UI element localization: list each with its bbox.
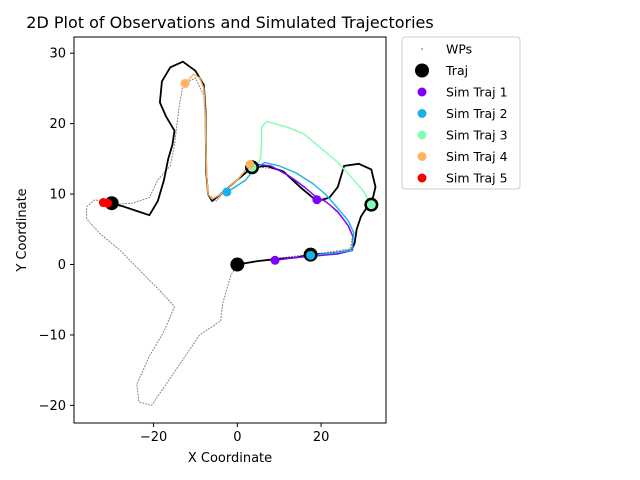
y-tick-label: 0 xyxy=(58,258,66,273)
x-axis-label: X Coordinate xyxy=(188,451,272,466)
marker-sim-traj-2 xyxy=(306,250,316,260)
marker-sim-traj-1 xyxy=(312,195,322,205)
y-axis-label: Y Coordinate xyxy=(15,188,30,272)
plot-area xyxy=(86,60,379,406)
y-tick-label: −10 xyxy=(39,328,66,343)
y-tick-label: 10 xyxy=(49,188,66,203)
marker-sim-traj-4 xyxy=(245,159,255,169)
y-tick-label: 30 xyxy=(49,47,66,62)
legend-label: Sim Traj 3 xyxy=(446,128,508,143)
series-line-sim-traj-3 xyxy=(251,120,372,206)
legend-label: Sim Traj 2 xyxy=(446,106,508,121)
series-line-sim-traj-2 xyxy=(226,161,355,257)
series-line-traj xyxy=(110,60,377,266)
y-tick-label: −20 xyxy=(39,399,66,414)
axes-frame xyxy=(73,36,387,424)
x-tick-label: 0 xyxy=(233,430,241,445)
legend-box xyxy=(401,36,521,190)
legend-marker xyxy=(417,152,427,161)
legend: WPs Traj Sim Traj 1 Sim Traj 2 Sim Traj 3 Sim… xyxy=(401,36,521,190)
legend-marker xyxy=(417,130,427,140)
y-tick-label: 20 xyxy=(49,117,66,132)
x-tick-label: −20 xyxy=(140,430,167,445)
marker-sim-traj-3 xyxy=(366,200,376,210)
legend-marker xyxy=(417,87,427,97)
marker-sim-traj-5 xyxy=(103,198,113,208)
series-line-sim-traj-1 xyxy=(257,163,354,261)
legend-marker xyxy=(417,109,427,118)
legend-marker xyxy=(421,48,423,50)
marker-sim-traj-1 xyxy=(270,255,280,265)
legend-label: Sim Traj 4 xyxy=(446,149,508,164)
marker-traj xyxy=(230,257,245,272)
legend-label: Sim Traj 1 xyxy=(446,85,508,100)
marker-sim-traj-2 xyxy=(222,187,232,197)
legend-label: WPs xyxy=(446,42,472,57)
axis-ticks: −20 0 20 −20 −10 0 10 20 30 xyxy=(39,47,330,445)
marker-sim-traj-4 xyxy=(180,78,190,88)
legend-marker xyxy=(417,173,427,183)
series-line-wps xyxy=(86,77,353,406)
chart-title: 2D Plot of Observations and Simulated Tr… xyxy=(26,13,433,32)
legend-label: Traj xyxy=(445,63,468,78)
legend-label: Sim Traj 5 xyxy=(446,171,508,186)
legend-marker xyxy=(415,63,429,78)
series-line-sim-traj-4 xyxy=(184,73,251,200)
x-tick-label: 20 xyxy=(313,430,330,445)
